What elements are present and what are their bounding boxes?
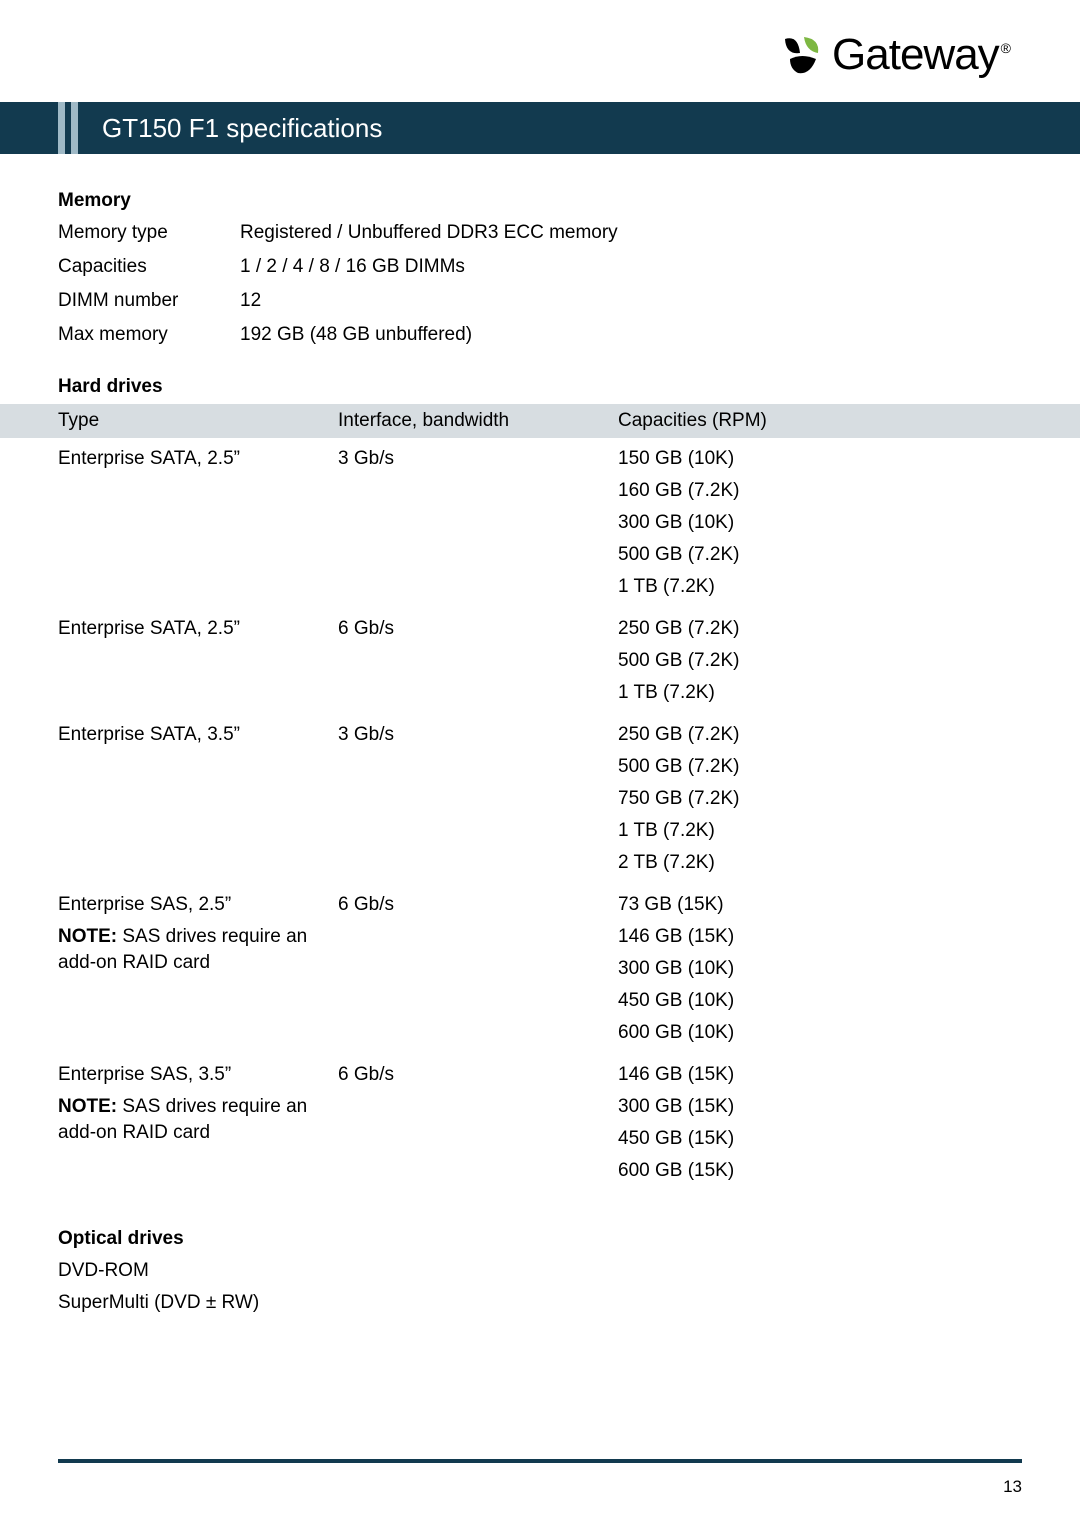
hd-group: Enterprise SATA, 2.5”3 Gb/s150 GB (10K)1… [58, 448, 1022, 608]
hd-capacity: 300 GB (15K) [618, 1096, 1022, 1118]
hd-type: Enterprise SAS, 2.5”NOTE: SAS drives req… [58, 894, 338, 1054]
memory-row: Memory typeRegistered / Unbuffered DDR3 … [58, 222, 1022, 244]
hd-interface: 6 Gb/s [338, 618, 618, 714]
footer-rule [58, 1459, 1022, 1463]
hd-capacity: 450 GB (10K) [618, 990, 1022, 1012]
hd-capacity: 500 GB (7.2K) [618, 756, 1022, 778]
memory-heading: Memory [58, 190, 1022, 212]
hd-group: Enterprise SAS, 3.5”NOTE: SAS drives req… [58, 1064, 1022, 1192]
hd-capacity: 146 GB (15K) [618, 1064, 1022, 1086]
hd-col-interface: Interface, bandwidth [338, 410, 618, 432]
hd-type: Enterprise SATA, 3.5” [58, 724, 338, 884]
hd-group: Enterprise SATA, 2.5”6 Gb/s250 GB (7.2K)… [58, 618, 1022, 714]
hd-capacity: 146 GB (15K) [618, 926, 1022, 948]
header-logo-row: Gateway® [0, 0, 1080, 102]
hard-drives-heading: Hard drives [58, 376, 1022, 398]
hd-capacity: 150 GB (10K) [618, 448, 1022, 470]
memory-label: DIMM number [58, 290, 240, 312]
memory-row: DIMM number12 [58, 290, 1022, 312]
title-stripe-icon [58, 102, 78, 154]
hd-capacity: 73 GB (15K) [618, 894, 1022, 916]
hd-capacity: 250 GB (7.2K) [618, 618, 1022, 640]
hd-interface: 3 Gb/s [338, 448, 618, 608]
hd-capacities: 250 GB (7.2K) 500 GB (7.2K) 750 GB (7.2K) 1… [618, 724, 1022, 884]
hd-capacities: 146 GB (15K) 300 GB (15K) 450 GB (15K) 600 … [618, 1064, 1022, 1192]
brand-logo: Gateway® [778, 30, 1010, 80]
hd-capacity: 1 TB (7.2K) [618, 682, 1022, 704]
hd-capacities: 250 GB (7.2K) 500 GB (7.2K) 1 TB (7.2K) [618, 618, 1022, 714]
hd-type: Enterprise SATA, 2.5” [58, 618, 338, 714]
hd-group: Enterprise SAS, 2.5”NOTE: SAS drives req… [58, 894, 1022, 1054]
hd-note: NOTE: SAS drives require an add-on RAID … [58, 1094, 326, 1145]
hd-col-capacities: Capacities (RPM) [618, 410, 1022, 432]
hd-col-type: Type [58, 410, 338, 432]
memory-label: Capacities [58, 256, 240, 278]
hd-capacity: 450 GB (15K) [618, 1128, 1022, 1150]
registered-mark: ® [1001, 40, 1010, 56]
brand-name: Gateway® [832, 30, 1010, 80]
hd-capacity: 1 TB (7.2K) [618, 576, 1022, 598]
hd-capacity: 750 GB (7.2K) [618, 788, 1022, 810]
optical-item: SuperMulti (DVD ± RW) [58, 1292, 1022, 1314]
hd-capacity: 500 GB (7.2K) [618, 650, 1022, 672]
hd-interface: 6 Gb/s [338, 1064, 618, 1192]
memory-row: Max memory192 GB (48 GB unbuffered) [58, 324, 1022, 346]
hd-type: Enterprise SAS, 3.5”NOTE: SAS drives req… [58, 1064, 338, 1192]
hd-capacities: 150 GB (10K) 160 GB (7.2K) 300 GB (10K) 500… [618, 448, 1022, 608]
hd-capacity: 600 GB (15K) [618, 1160, 1022, 1182]
page-number: 13 [1003, 1477, 1022, 1497]
hd-capacity: 600 GB (10K) [618, 1022, 1022, 1044]
hd-group: Enterprise SATA, 3.5”3 Gb/s250 GB (7.2K)… [58, 724, 1022, 884]
page-title: GT150 F1 specifications [102, 113, 382, 144]
hd-capacity: 160 GB (7.2K) [618, 480, 1022, 502]
hd-capacity: 300 GB (10K) [618, 512, 1022, 534]
title-bar: GT150 F1 specifications [0, 102, 1080, 154]
memory-value: 192 GB (48 GB unbuffered) [240, 324, 1022, 346]
hd-interface: 3 Gb/s [338, 724, 618, 884]
memory-value: Registered / Unbuffered DDR3 ECC memory [240, 222, 1022, 244]
hd-capacity: 1 TB (7.2K) [618, 820, 1022, 842]
optical-item: DVD-ROM [58, 1260, 1022, 1282]
memory-label: Memory type [58, 222, 240, 244]
memory-row: Capacities1 / 2 / 4 / 8 / 16 GB DIMMs [58, 256, 1022, 278]
hd-interface: 6 Gb/s [338, 894, 618, 1054]
hd-note: NOTE: SAS drives require an add-on RAID … [58, 924, 326, 975]
gateway-mark-icon [778, 33, 826, 77]
hd-capacity: 250 GB (7.2K) [618, 724, 1022, 746]
memory-value: 1 / 2 / 4 / 8 / 16 GB DIMMs [240, 256, 1022, 278]
hd-capacity: 500 GB (7.2K) [618, 544, 1022, 566]
optical-heading: Optical drives [58, 1228, 1022, 1250]
hd-header-row: Type Interface, bandwidth Capacities (RP… [0, 404, 1080, 438]
hd-capacity: 2 TB (7.2K) [618, 852, 1022, 874]
hd-type: Enterprise SATA, 2.5” [58, 448, 338, 608]
memory-value: 12 [240, 290, 1022, 312]
hd-capacity: 300 GB (10K) [618, 958, 1022, 980]
hd-capacities: 73 GB (15K) 146 GB (15K) 300 GB (10K) 450 G… [618, 894, 1022, 1054]
memory-label: Max memory [58, 324, 240, 346]
